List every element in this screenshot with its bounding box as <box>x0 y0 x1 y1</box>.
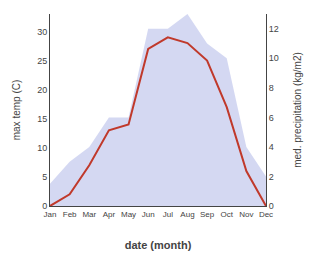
svg-text:med. precipitation (kg/m2): med. precipitation (kg/m2) <box>292 52 303 168</box>
svg-text:10: 10 <box>269 53 279 63</box>
svg-text:0: 0 <box>269 201 274 211</box>
svg-text:Dec: Dec <box>259 210 273 219</box>
svg-text:20: 20 <box>37 85 47 95</box>
svg-text:8: 8 <box>269 83 274 93</box>
svg-text:30: 30 <box>37 27 47 37</box>
svg-text:Apr: Apr <box>103 210 116 219</box>
svg-text:15: 15 <box>37 114 47 124</box>
svg-text:Jul: Jul <box>163 210 173 219</box>
svg-text:12: 12 <box>269 24 279 34</box>
svg-text:Mar: Mar <box>82 210 96 219</box>
svg-text:Jan: Jan <box>44 210 57 219</box>
svg-text:May: May <box>121 210 136 219</box>
svg-text:5: 5 <box>42 172 47 182</box>
svg-text:date (month): date (month) <box>125 239 192 251</box>
svg-text:10: 10 <box>37 143 47 153</box>
svg-text:25: 25 <box>37 56 47 66</box>
svg-text:2: 2 <box>269 172 274 182</box>
svg-text:Aug: Aug <box>180 210 194 219</box>
svg-text:Feb: Feb <box>63 210 77 219</box>
svg-text:4: 4 <box>269 142 274 152</box>
svg-text:6: 6 <box>269 113 274 123</box>
svg-text:max temp (C): max temp (C) <box>11 80 22 141</box>
svg-text:Sep: Sep <box>200 210 215 219</box>
svg-text:Jun: Jun <box>142 210 155 219</box>
svg-text:0: 0 <box>42 201 47 211</box>
svg-text:Oct: Oct <box>221 210 234 219</box>
svg-text:Nov: Nov <box>239 210 253 219</box>
